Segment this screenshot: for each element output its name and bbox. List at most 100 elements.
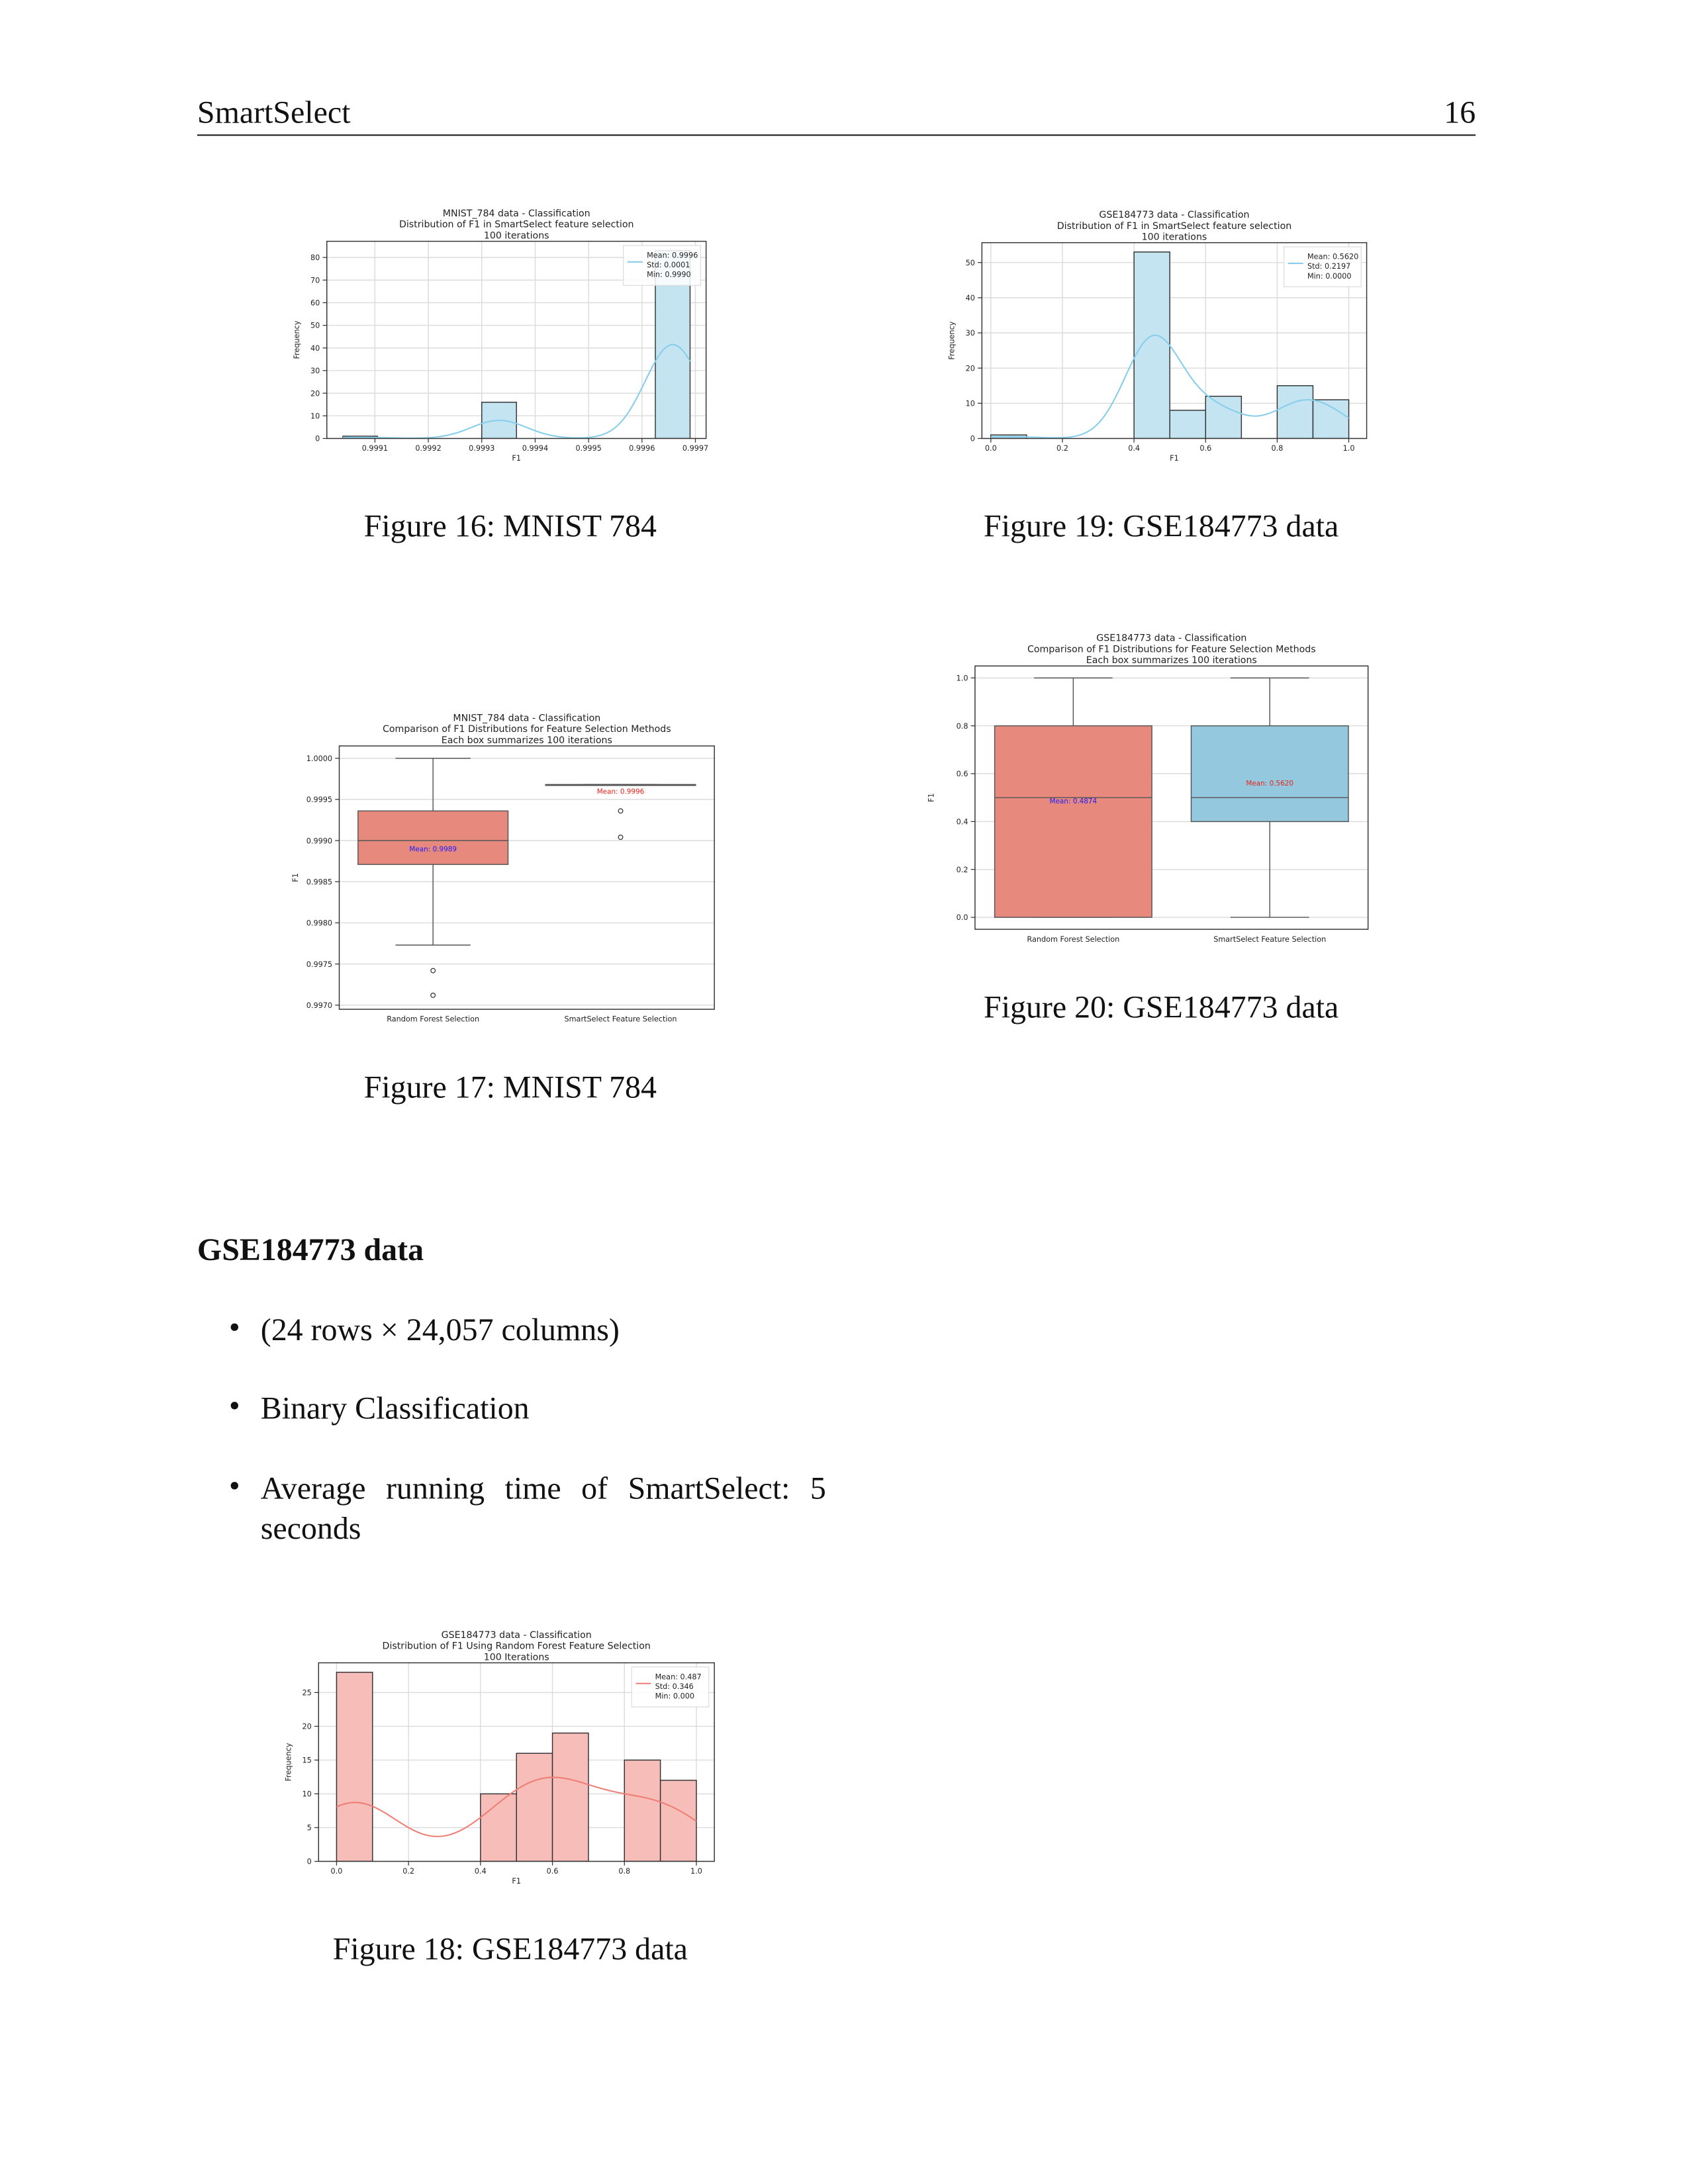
x-tick-label: 0.2	[402, 1867, 414, 1876]
x-tick-label: 0.9995	[575, 444, 601, 453]
chart-title: GSE184773 data - Classification	[442, 1630, 592, 1641]
chart: GSE184773 data - ClassificationCompariso…	[927, 633, 1369, 944]
chart-title: GSE184773 data - Classification	[1099, 210, 1249, 220]
legend-label: Min: 0.000	[655, 1692, 694, 1701]
x-tick-label: 0.6	[1199, 444, 1211, 453]
chart-title: Distribution of F1 in SmartSelect featur…	[399, 220, 634, 230]
x-tick-label: 0.0	[985, 444, 997, 453]
x-tick-label: 0.9992	[415, 444, 441, 453]
bullet-text: Binary Classification	[260, 1391, 530, 1426]
flier	[618, 835, 624, 841]
y-tick-label: 5	[307, 1824, 312, 1833]
legend-label: Std: 0.2197	[1307, 262, 1350, 271]
x-tick-label: 0.9997	[682, 444, 708, 453]
x-tick-label: SmartSelect Feature Selection	[564, 1015, 677, 1024]
y-tick-label: 1.0	[957, 674, 968, 683]
x-tick-label: 0.9996	[629, 444, 655, 453]
y-tick-label: 0.4	[957, 818, 968, 827]
y-axis-label: F1	[927, 793, 935, 802]
mean-label: Mean: 0.4874	[1050, 797, 1098, 805]
y-tick-label: 30	[966, 329, 975, 338]
bullet-dot: •	[228, 1310, 240, 1345]
y-tick-label: 0.9970	[306, 1001, 332, 1010]
y-tick-label: 30	[310, 367, 320, 375]
legend-label: Mean: 0.9996	[647, 251, 698, 260]
chart-title: MNIST_784 data - Classification	[443, 208, 590, 219]
legend-label: Min: 0.0000	[1307, 272, 1352, 281]
histogram-bar	[516, 1752, 553, 1862]
x-axis-label: F1	[1170, 454, 1179, 463]
legend-box	[631, 1666, 710, 1707]
flier	[430, 968, 436, 974]
chart: GSE184773 data - ClassificationDistribut…	[285, 1630, 715, 1886]
legend-label: Min: 0.9990	[647, 271, 691, 279]
x-tick-label: 0.0	[330, 1867, 342, 1876]
y-tick-label: 1.0000	[306, 754, 332, 763]
x-tick-label: 0.9994	[522, 444, 548, 453]
chart-title: MNIST_784 data - Classification	[453, 713, 600, 724]
y-tick-label: 40	[966, 294, 975, 302]
chart-title: Distribution of F1 in SmartSelect featur…	[1057, 221, 1292, 232]
plot-frame	[974, 665, 1369, 930]
x-tick-label: 0.2	[1056, 444, 1068, 453]
x-tick-label: 0.9993	[469, 444, 494, 453]
y-tick-label: 20	[310, 389, 320, 398]
mean-label: Mean: 0.9989	[409, 846, 457, 854]
chart-title: Each box summarizes 100 iterations	[442, 735, 612, 746]
histogram-bar	[551, 1732, 589, 1862]
bullet-dot: •	[228, 1388, 240, 1423]
y-tick-label: 0.8	[957, 722, 968, 731]
y-tick-label: 0.9990	[306, 837, 332, 845]
y-tick-label: 60	[310, 299, 320, 308]
chart-title: 100 iterations	[484, 230, 549, 241]
y-tick-label: 0.0	[957, 913, 968, 922]
flier	[618, 808, 624, 814]
flier	[430, 992, 436, 998]
x-tick-label: Random Forest Selection	[387, 1015, 479, 1024]
x-axis-label: F1	[512, 454, 521, 463]
x-tick-label: 0.6	[547, 1867, 559, 1876]
kde-curve	[336, 1776, 697, 1837]
y-tick-label: 0.6	[957, 770, 968, 778]
histogram-bar	[624, 1759, 661, 1862]
y-tick-label: 20	[966, 364, 975, 373]
y-tick-label: 10	[966, 400, 975, 408]
y-tick-label: 80	[310, 253, 320, 262]
kde-curve	[342, 343, 691, 439]
y-tick-label: 0.2	[957, 866, 968, 874]
y-tick-label: 0.9995	[306, 796, 332, 804]
legend-label: Mean: 0.487	[655, 1672, 702, 1681]
y-axis-label: Frequency	[293, 320, 301, 359]
chart: GSE184773 data - ClassificationDistribut…	[948, 210, 1368, 463]
chart-title: 100 Iterations	[484, 1652, 549, 1662]
chart-title: Each box summarizes 100 iterations	[1086, 655, 1257, 666]
figure-caption: Figure 16: MNIST 784	[364, 508, 657, 543]
x-tick-label: 0.8	[1271, 444, 1283, 453]
y-tick-label: 25	[303, 1689, 312, 1698]
x-tick-label: Random Forest Selection	[1027, 935, 1119, 944]
y-axis-label: Frequency	[948, 321, 957, 359]
section-heading: GSE184773 data	[197, 1232, 424, 1267]
y-tick-label: 15	[303, 1756, 312, 1765]
y-tick-label: 0	[315, 435, 320, 443]
page-number: 16	[1444, 95, 1476, 130]
histogram-bar	[1276, 385, 1314, 439]
histogram-bar	[1133, 251, 1170, 439]
figure-caption: Figure 20: GSE184773 data	[984, 989, 1338, 1024]
figure-caption: Figure 17: MNIST 784	[364, 1069, 657, 1105]
bullet-text: Average running time of SmartSelect: 5 s…	[260, 1471, 826, 1546]
legend-label: Std: 0.0001	[647, 261, 690, 269]
plot-frame	[318, 1662, 715, 1862]
y-axis-label: Frequency	[285, 1743, 293, 1781]
chart-title: Comparison of F1 Distributions for Featu…	[383, 724, 671, 735]
box	[1190, 725, 1349, 823]
y-tick-label: 50	[310, 322, 320, 330]
header-title: SmartSelect	[197, 95, 351, 130]
histogram-bar	[1169, 410, 1206, 439]
chart-title: Distribution of F1 Using Random Forest F…	[383, 1641, 651, 1652]
legend-label: Mean: 0.5620	[1307, 253, 1358, 261]
histogram-bar	[480, 1793, 517, 1862]
